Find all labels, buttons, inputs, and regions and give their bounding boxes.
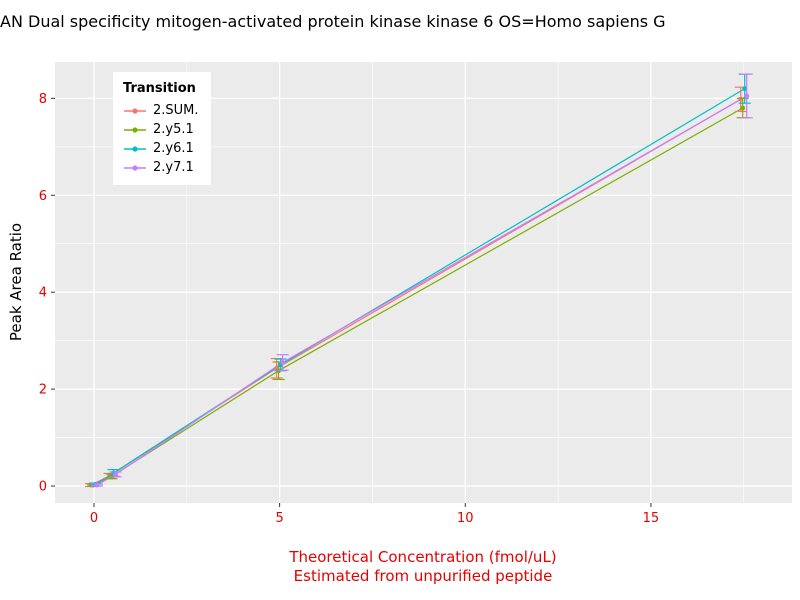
x-tick-label: 15 [643, 511, 660, 526]
x-axis-title-line1: Theoretical Concentration (fmol/uL) [289, 548, 557, 566]
legend-title: Transition [123, 81, 196, 96]
legend-item: 2.y7.1 [123, 158, 199, 177]
x-axis-title-line2: Estimated from unpurified peptide [293, 567, 553, 585]
y-tick-label: 0 [39, 480, 47, 495]
x-axis-title: Theoretical Concentration (fmol/uL) Esti… [23, 548, 800, 586]
legend-items: 2.SUM. 2.y5.1 2.y6.1 2.y7.1 [123, 101, 199, 177]
legend-item: 2.y5.1 [123, 120, 199, 139]
y-tick-label: 6 [39, 189, 47, 204]
x-tick-label: 0 [90, 511, 98, 526]
legend-item-label: 2.y5.1 [153, 122, 194, 137]
data-point [740, 105, 746, 111]
legend-key-icon [124, 126, 146, 133]
data-point [744, 93, 750, 99]
data-point [280, 360, 286, 365]
legend-item-label: 2.y6.1 [153, 141, 194, 156]
legend-item: 2.y6.1 [123, 139, 199, 158]
y-tick-label: 8 [39, 92, 47, 107]
chart-title: AN Dual specificity mitogen-activated pr… [0, 12, 666, 31]
y-tick-label: 2 [39, 383, 47, 398]
series-line [96, 95, 748, 486]
legend-item-label: 2.SUM. [153, 103, 199, 118]
data-point [94, 482, 100, 488]
y-tick-label: 4 [39, 286, 47, 301]
data-point [742, 86, 748, 92]
legend-item-label: 2.y7.1 [153, 160, 194, 175]
legend-item: 2.SUM. [123, 101, 199, 120]
legend-key-icon [124, 107, 146, 114]
x-tick-label: 10 [457, 511, 474, 526]
data-point [113, 472, 118, 477]
x-tick-label: 5 [275, 511, 283, 526]
legend: Transition 2.SUM. 2.y5.1 2.y6.1 2.y7.1 [113, 72, 211, 185]
legend-key-icon [124, 164, 146, 171]
legend-key-icon [124, 145, 146, 152]
